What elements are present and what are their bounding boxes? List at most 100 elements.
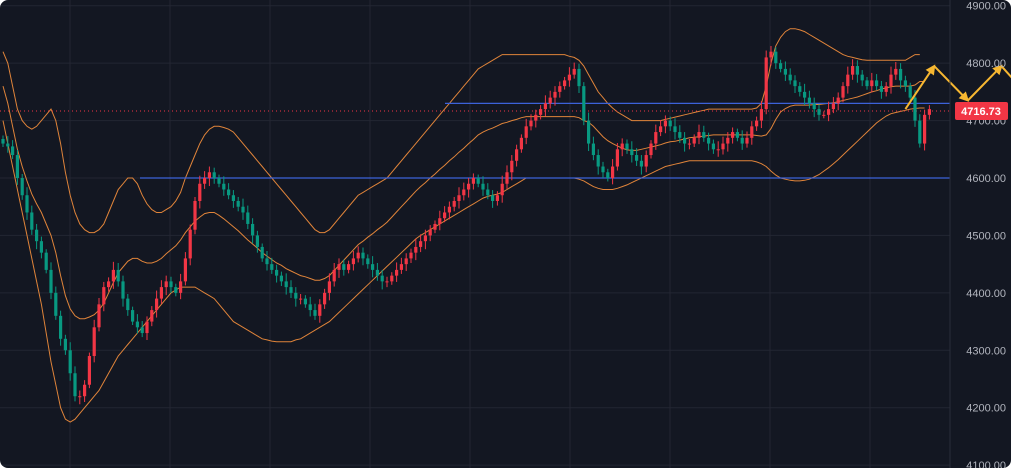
candle-body [783, 68, 787, 75]
candle-body [241, 206, 245, 213]
candle-body [227, 189, 231, 196]
candle-body [927, 109, 931, 115]
candle-body [793, 80, 797, 87]
candle-body [198, 183, 202, 201]
candle-body [543, 103, 547, 110]
annotation-arrow [904, 64, 936, 110]
candle-body [361, 252, 365, 259]
candle-body [582, 86, 586, 121]
candle-body [428, 229, 432, 236]
candle-body [803, 91, 807, 98]
candle-body [265, 258, 269, 265]
candle-body [207, 172, 211, 179]
candle-body [817, 109, 821, 115]
annotation-arrows [904, 64, 1011, 110]
candle-body [313, 310, 317, 316]
candle-body [323, 292, 327, 305]
price-tick-label: 4800.00 [966, 58, 1006, 70]
candle-body [289, 287, 293, 293]
candle-body [20, 178, 24, 196]
candle-body [30, 212, 34, 230]
candle-body [697, 132, 701, 138]
candle-body [121, 281, 125, 299]
candle-body [500, 183, 504, 196]
candle-body [529, 120, 533, 127]
candle-body [759, 109, 763, 121]
grid [0, 0, 950, 468]
candle-body [563, 80, 567, 87]
candle-body [1, 138, 5, 144]
candle-body [11, 146, 15, 156]
candle-body [6, 143, 10, 147]
candle-body [140, 327, 144, 334]
candle-body [356, 252, 360, 259]
candle-body [899, 68, 903, 81]
candle-body [39, 241, 43, 253]
candle-body [750, 126, 754, 138]
candle-body [380, 275, 384, 282]
candle-body [102, 287, 106, 305]
candle-body [577, 68, 581, 87]
candle-body [683, 137, 687, 144]
candles [1, 45, 931, 405]
candle-body [831, 103, 835, 110]
candle-body [481, 183, 485, 190]
candle-body [625, 143, 629, 150]
candle-body [567, 74, 571, 81]
candle-body [591, 143, 595, 156]
candle-body [644, 155, 648, 167]
candle-body [630, 149, 634, 156]
candle-body [135, 321, 139, 328]
candle-body [673, 126, 677, 133]
candle-body [491, 195, 495, 201]
candle-body [779, 63, 783, 69]
annotation-arrow [967, 64, 1003, 102]
candle-body [203, 178, 207, 184]
candle-body [923, 114, 927, 144]
bollinger-bands [2, 28, 925, 423]
candle-body [279, 275, 283, 282]
candle-body [419, 241, 423, 247]
candle-body [284, 281, 288, 288]
candle-body [894, 68, 898, 75]
candle-body [731, 132, 735, 138]
candle-body [452, 200, 456, 207]
candle-body [534, 114, 538, 121]
candle-body [327, 281, 331, 293]
candle-body [476, 178, 480, 184]
candle-body [601, 166, 605, 173]
candle-body [879, 86, 883, 92]
candle-body [918, 120, 922, 144]
price-tick-label: 4400.00 [966, 288, 1006, 300]
candle-body [447, 206, 451, 213]
candle-body [687, 143, 691, 145]
candle-body [764, 57, 768, 110]
candle-body [678, 132, 682, 138]
candle-body [97, 304, 101, 328]
candle-body [255, 235, 259, 247]
candle-body [251, 223, 255, 236]
candle-body [438, 218, 442, 224]
candle-body [222, 183, 226, 190]
candle-body [707, 137, 711, 144]
candle-body [457, 195, 461, 201]
candle-body [548, 97, 552, 104]
candle-body [395, 269, 399, 276]
candle-body [375, 269, 379, 276]
candle-body [35, 229, 39, 242]
candle-body [83, 384, 87, 397]
candle-body [78, 396, 82, 398]
candle-body [390, 275, 394, 282]
candle-body [15, 155, 19, 179]
candle-body [337, 264, 341, 270]
candle-body [467, 183, 471, 190]
candle-body [179, 281, 183, 293]
annotation-arrow [1000, 65, 1011, 79]
level-lines [0, 102, 950, 179]
candle-body [635, 155, 639, 161]
candle-body [44, 252, 48, 270]
candle-body [231, 195, 235, 201]
candle-body [711, 143, 715, 150]
candle-body [404, 258, 408, 265]
